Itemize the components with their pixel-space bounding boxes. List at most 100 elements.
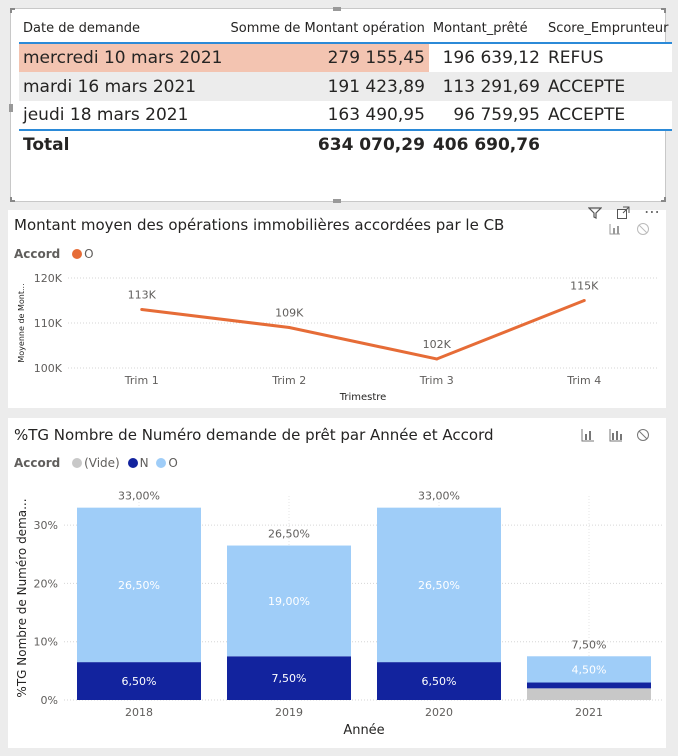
y-tick-label: 10%: [34, 636, 58, 649]
y-tick-label: 110K: [34, 317, 63, 330]
total-score: [543, 129, 673, 159]
resize-handle[interactable]: [333, 7, 341, 11]
bar-segment-o: [527, 656, 651, 683]
segment-label: 6,50%: [122, 675, 157, 688]
data-label: 115K: [570, 280, 599, 293]
expand-hierarchy-icon[interactable]: [608, 428, 624, 446]
legend-title: Accord: [14, 247, 61, 261]
x-tick-label: Trim 2: [271, 374, 306, 387]
legend-marker: [127, 458, 138, 468]
resize-handle[interactable]: [661, 197, 666, 202]
x-tick-label: Trim 1: [124, 374, 159, 387]
legend-item-vide[interactable]: (Vide): [84, 456, 120, 470]
table-row[interactable]: mercredi 10 mars 2021 279 155,45 196 639…: [19, 43, 673, 72]
segment-label: 26,50%: [118, 579, 160, 592]
table-header-row: Date de demande Somme de Montant opérati…: [19, 17, 673, 44]
column-header-date[interactable]: Date de demande: [19, 17, 227, 44]
total-montant-prete: 406 690,76: [428, 129, 544, 159]
y-tick-label: 0%: [41, 694, 58, 707]
bar-chart-visual[interactable]: %TG Nombre de Numéro demande de prêt par…: [8, 418, 666, 748]
x-tick-label: Trim 4: [566, 374, 601, 387]
table-row[interactable]: mardi 16 mars 2021 191 423,89 113 291,69…: [19, 72, 673, 101]
total-label: 33,00%: [418, 490, 460, 503]
drill-down-icon[interactable]: [580, 428, 596, 446]
segment-label: 19,00%: [268, 595, 310, 608]
column-header-montant-operation[interactable]: Somme de Montant opération: [226, 17, 429, 44]
line-chart-plot: 100K 110K 120K 113K Trim 1 109K Trim 2 102K Trim…: [17, 272, 658, 403]
focus-mode-icon[interactable]: [616, 206, 630, 224]
table-total-row: Total 634 070,29 406 690,76: [19, 129, 673, 159]
segment-label: 26,50%: [418, 579, 460, 592]
y-axis-title: %TG Nombre de Numéro dema...: [15, 498, 29, 697]
bar-segment-o: [77, 507, 201, 663]
cell-montant-operation: 279 155,45: [226, 43, 429, 72]
no-interaction-icon[interactable]: [636, 222, 650, 240]
resize-handle[interactable]: [333, 199, 341, 203]
resize-handle[interactable]: [661, 8, 666, 13]
legend-item-n[interactable]: N: [139, 456, 149, 470]
filter-icon[interactable]: [587, 206, 603, 224]
cell-montant-prete: 113 291,69: [428, 72, 544, 101]
y-tick-label: 20%: [34, 577, 58, 590]
bar-chart-legend: Accord (Vide) N O: [14, 456, 178, 470]
cell-montant-operation: 191 423,89: [226, 72, 429, 101]
data-label: 109K: [275, 307, 304, 320]
x-tick-label: Trim 3: [419, 374, 454, 387]
y-axis-title: Moyenne de Mont...: [17, 283, 26, 362]
bar-segment-n: [77, 662, 201, 700]
legend-item-o[interactable]: O: [84, 247, 94, 261]
cell-score: REFUS: [543, 43, 673, 72]
total-label: 33,00%: [118, 490, 160, 503]
data-label: 113K: [128, 289, 157, 302]
segment-label: 4,50%: [572, 663, 607, 676]
line-chart-legend: Accord O: [14, 247, 94, 261]
cell-date: mercredi 10 mars 2021: [19, 43, 227, 72]
cell-montant-prete: 196 639,12: [428, 43, 544, 72]
x-tick-label: 2021: [575, 706, 603, 719]
legend-marker: [72, 249, 83, 259]
resize-handle[interactable]: [10, 197, 15, 202]
legend-item-o[interactable]: O: [168, 456, 178, 470]
cell-date: mardi 16 mars 2021: [19, 72, 227, 101]
table-row[interactable]: jeudi 18 mars 2021 163 490,95 96 759,95 …: [19, 101, 673, 130]
bar-segment-o: [227, 545, 351, 657]
bar-segment-o: [377, 507, 501, 663]
column-header-score[interactable]: Score_Emprunteur: [543, 17, 673, 44]
column-header-montant-prete[interactable]: Montant_prêté: [428, 17, 544, 44]
resize-handle[interactable]: [10, 8, 15, 13]
cell-montant-prete: 96 759,95: [428, 101, 544, 130]
cell-date: jeudi 18 mars 2021: [19, 101, 227, 130]
table-visual[interactable]: Date de demande Somme de Montant opérati…: [9, 7, 673, 203]
cell-score: ACCEPTE: [543, 72, 673, 101]
resize-handle[interactable]: [9, 104, 13, 112]
x-tick-label: 2020: [425, 706, 453, 719]
segment-label: 7,50%: [272, 672, 307, 685]
data-point: [435, 357, 439, 361]
line-chart-visual[interactable]: Montant moyen des opérations immobilière…: [8, 202, 666, 408]
data-point: [582, 299, 586, 302]
bar-segment-vide: [527, 688, 651, 700]
x-tick-label: 2018: [125, 706, 153, 719]
total-label: Total: [19, 129, 227, 159]
more-options-icon[interactable]: ⋯: [644, 202, 660, 221]
legend-title: Accord: [14, 456, 61, 470]
series-line-o: [141, 299, 585, 361]
bar-chart-plot: 0% 10% 20% 30% 6,50% 26,50% 33,00% 2018 7,50% 19,…: [15, 490, 664, 738]
data-table: Date de demande Somme de Montant opérati…: [19, 17, 673, 159]
total-montant-operation: 634 070,29: [226, 129, 429, 159]
x-axis-title: Année: [343, 723, 384, 738]
legend-marker: [72, 458, 83, 468]
legend-marker: [156, 458, 167, 468]
drill-icon[interactable]: [608, 222, 624, 240]
y-tick-label: 120K: [34, 272, 63, 285]
cell-score: ACCEPTE: [543, 101, 673, 130]
segment-label: 6,50%: [422, 675, 457, 688]
line-chart-title: Montant moyen des opérations immobilière…: [14, 216, 505, 234]
x-tick-label: 2019: [275, 706, 303, 719]
total-label: 26,50%: [268, 528, 310, 541]
y-tick-label: 30%: [34, 519, 58, 532]
bar-segment-n: [377, 662, 501, 700]
y-tick-label: 100K: [34, 362, 63, 375]
no-interaction-icon[interactable]: [636, 428, 650, 446]
data-point: [140, 308, 144, 311]
